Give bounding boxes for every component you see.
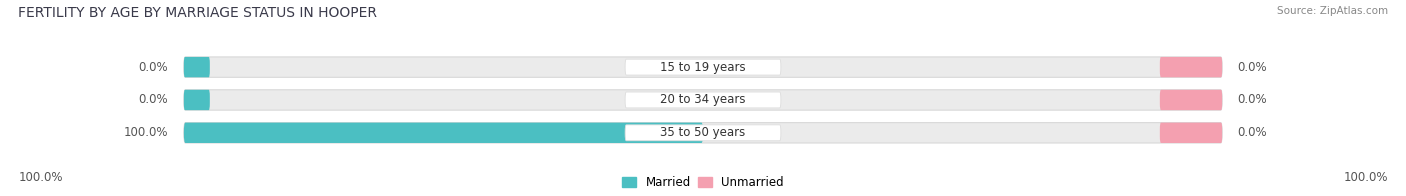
FancyBboxPatch shape — [184, 90, 1222, 110]
Text: FERTILITY BY AGE BY MARRIAGE STATUS IN HOOPER: FERTILITY BY AGE BY MARRIAGE STATUS IN H… — [18, 6, 377, 20]
Legend: Married, Unmarried: Married, Unmarried — [621, 176, 785, 189]
FancyBboxPatch shape — [184, 90, 209, 110]
FancyBboxPatch shape — [1160, 90, 1222, 110]
Text: 0.0%: 0.0% — [139, 61, 169, 74]
Text: Source: ZipAtlas.com: Source: ZipAtlas.com — [1277, 6, 1388, 16]
FancyBboxPatch shape — [184, 123, 703, 143]
Text: 20 to 34 years: 20 to 34 years — [661, 93, 745, 106]
Text: 0.0%: 0.0% — [1237, 61, 1267, 74]
FancyBboxPatch shape — [626, 92, 780, 108]
FancyBboxPatch shape — [1160, 57, 1222, 77]
FancyBboxPatch shape — [626, 59, 780, 75]
Text: 0.0%: 0.0% — [139, 93, 169, 106]
FancyBboxPatch shape — [184, 57, 209, 77]
FancyBboxPatch shape — [184, 57, 1222, 77]
Text: 15 to 19 years: 15 to 19 years — [661, 61, 745, 74]
Text: 35 to 50 years: 35 to 50 years — [661, 126, 745, 139]
FancyBboxPatch shape — [184, 123, 1222, 143]
Text: 100.0%: 100.0% — [1343, 171, 1388, 184]
Text: 100.0%: 100.0% — [124, 126, 169, 139]
FancyBboxPatch shape — [1160, 123, 1222, 143]
FancyBboxPatch shape — [626, 125, 780, 141]
Text: 0.0%: 0.0% — [1237, 126, 1267, 139]
Text: 100.0%: 100.0% — [18, 171, 63, 184]
Text: 0.0%: 0.0% — [1237, 93, 1267, 106]
